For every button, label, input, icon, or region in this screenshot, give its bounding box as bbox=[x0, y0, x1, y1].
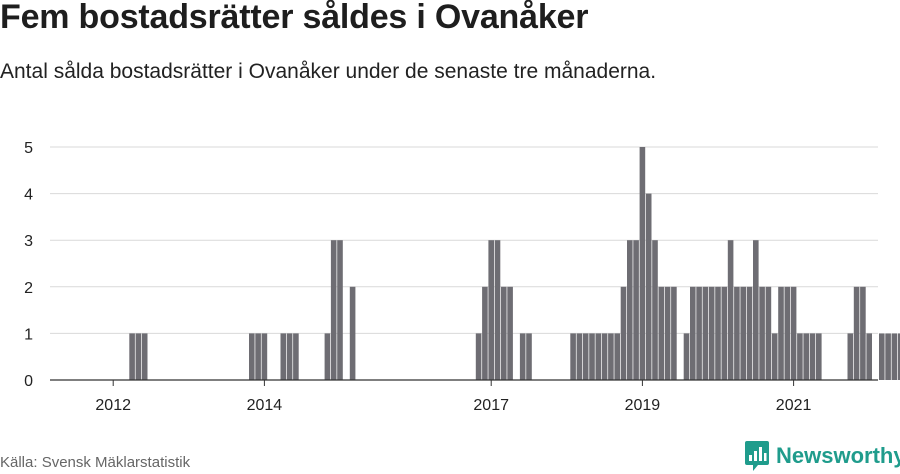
bar bbox=[897, 333, 900, 380]
axes bbox=[50, 379, 878, 386]
bar bbox=[740, 286, 746, 380]
bar bbox=[671, 286, 677, 380]
bar bbox=[633, 240, 639, 380]
labels: 012345201220142017201920215 bbox=[24, 140, 812, 414]
bar bbox=[759, 286, 765, 380]
bar bbox=[570, 333, 576, 380]
bar bbox=[249, 333, 255, 380]
bar bbox=[652, 240, 658, 380]
chart-subtitle: Antal sålda bostadsrätter i Ovanåker und… bbox=[0, 60, 657, 83]
bar bbox=[507, 286, 513, 380]
y-tick-label: 2 bbox=[24, 280, 33, 297]
bar bbox=[349, 286, 356, 380]
bar bbox=[778, 286, 784, 380]
bar bbox=[879, 333, 885, 380]
y-tick-label: 4 bbox=[24, 187, 33, 204]
bar bbox=[658, 286, 665, 380]
brand-name: Newsworthy bbox=[776, 443, 900, 468]
bar bbox=[639, 147, 646, 380]
bar bbox=[702, 286, 709, 380]
bar bbox=[803, 333, 809, 380]
x-tick-label: 2021 bbox=[776, 397, 812, 414]
bar bbox=[683, 333, 690, 380]
bar bbox=[129, 333, 135, 380]
bar bbox=[488, 240, 494, 380]
bar bbox=[595, 333, 602, 380]
bar bbox=[853, 286, 860, 380]
y-tick-label: 5 bbox=[24, 140, 33, 157]
bar bbox=[866, 333, 872, 380]
bar bbox=[608, 333, 614, 380]
brand-logo: Newsworthy bbox=[744, 440, 900, 472]
bar bbox=[494, 240, 501, 380]
newsworthy-logo-icon bbox=[745, 441, 769, 471]
bar bbox=[255, 333, 261, 380]
bar bbox=[261, 333, 268, 380]
y-tick-label: 0 bbox=[24, 373, 33, 390]
bar bbox=[601, 333, 608, 380]
bar bbox=[809, 333, 816, 380]
bar bbox=[696, 286, 702, 380]
bar bbox=[337, 240, 343, 380]
x-tick-label: 2012 bbox=[95, 397, 131, 414]
source-note: Källa: Svensk Mäklarstatistik bbox=[0, 454, 191, 471]
bar bbox=[141, 333, 148, 380]
bar bbox=[891, 333, 898, 380]
bar bbox=[614, 333, 620, 380]
bar bbox=[576, 333, 583, 380]
bar bbox=[475, 333, 482, 380]
bar bbox=[797, 333, 803, 380]
bar bbox=[715, 286, 721, 380]
bar bbox=[847, 333, 854, 380]
bar bbox=[790, 286, 797, 380]
bar bbox=[860, 286, 866, 380]
bar bbox=[501, 286, 507, 380]
bars bbox=[129, 147, 900, 380]
bar bbox=[324, 333, 331, 380]
bar bbox=[771, 333, 778, 380]
bar bbox=[330, 240, 337, 380]
bar bbox=[708, 286, 715, 380]
bar bbox=[286, 333, 293, 380]
bar bbox=[690, 286, 696, 380]
grid-lines bbox=[50, 146, 878, 334]
bar bbox=[746, 286, 753, 380]
bar bbox=[519, 333, 526, 380]
bar bbox=[885, 333, 891, 380]
bar bbox=[627, 240, 633, 380]
bar bbox=[765, 286, 772, 380]
bar bbox=[734, 286, 740, 380]
x-tick-label: 2017 bbox=[473, 397, 509, 414]
bar bbox=[582, 333, 589, 380]
bar bbox=[482, 286, 488, 380]
chart-title: Fem bostadsrätter såldes i Ovanåker bbox=[0, 0, 589, 36]
bar bbox=[721, 286, 728, 380]
bar bbox=[727, 240, 734, 380]
bar bbox=[526, 333, 532, 380]
y-tick-label: 3 bbox=[24, 233, 33, 250]
bar bbox=[645, 193, 652, 380]
bar bbox=[280, 333, 287, 380]
bar bbox=[620, 286, 627, 380]
bar bbox=[784, 286, 791, 380]
x-tick-label: 2014 bbox=[247, 397, 283, 414]
bar bbox=[293, 333, 299, 380]
y-tick-label: 1 bbox=[24, 326, 33, 343]
bar bbox=[816, 333, 822, 380]
bar bbox=[589, 333, 595, 380]
x-tick-label: 2019 bbox=[625, 397, 661, 414]
bar bbox=[664, 286, 671, 380]
bar bbox=[753, 240, 759, 380]
bar bbox=[135, 333, 142, 380]
